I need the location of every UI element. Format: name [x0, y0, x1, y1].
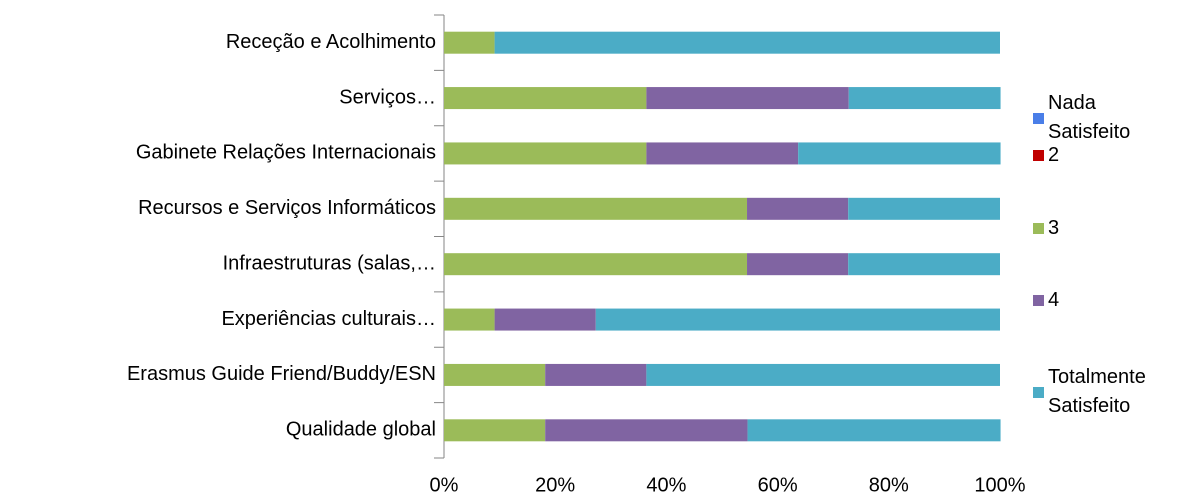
category-label: Receção e Acolhimento — [226, 31, 436, 53]
bar-segment — [595, 308, 1000, 331]
bar-segment — [545, 419, 748, 442]
legend-swatch — [1033, 294, 1044, 306]
category-label: Infraestruturas (salas,… — [223, 252, 436, 274]
x-tick-label: 0% — [430, 474, 459, 496]
legend-label: 2 — [1048, 143, 1060, 166]
bar-segment — [646, 87, 849, 110]
bar-segment — [747, 253, 849, 276]
bar-segment — [747, 419, 1001, 442]
legend-swatch — [1033, 386, 1044, 398]
legend-swatch — [1033, 112, 1044, 124]
category-label: Serviços… — [339, 86, 436, 108]
bar-segment — [444, 31, 495, 54]
legend-label: Totalmente Satisfeito — [1048, 366, 1146, 417]
legend-swatch — [1033, 149, 1044, 161]
bar-segment — [798, 142, 1001, 165]
bar-segment — [494, 308, 596, 331]
bar-segment — [444, 142, 647, 165]
legend-entry: Totalmente Satisfeito — [1033, 363, 1183, 421]
bar-segment — [646, 142, 799, 165]
x-tick-label: 20% — [535, 474, 575, 496]
bar-segment — [848, 197, 1000, 220]
bar-segment — [646, 363, 1000, 386]
bar-segment — [545, 363, 647, 386]
bar-segment — [444, 87, 647, 110]
x-tick-label: 80% — [869, 474, 909, 496]
bar-segment — [848, 253, 1000, 276]
x-tick-label: 100% — [974, 474, 1025, 496]
legend-entry: Nada Satisfeito — [1033, 89, 1183, 147]
x-tick-label: 60% — [758, 474, 798, 496]
legend-label: 4 — [1048, 288, 1060, 311]
legend-entry: 3 — [1033, 214, 1183, 243]
bar-segment — [444, 197, 748, 220]
bar-segment — [444, 308, 495, 331]
legend-label: Nada Satisfeito — [1048, 92, 1131, 143]
legend-swatch — [1033, 222, 1044, 234]
category-label: Gabinete Relações Internacionais — [136, 142, 436, 164]
legend-entry: 2 — [1033, 141, 1183, 170]
category-label: Recursos e Serviços Informáticos — [138, 197, 436, 219]
bar-segment — [848, 87, 1001, 110]
x-tick-label: 40% — [646, 474, 686, 496]
legend-entry: 4 — [1033, 286, 1183, 315]
legend-label: 3 — [1048, 216, 1060, 239]
category-label: Qualidade global — [286, 419, 436, 441]
category-label: Erasmus Guide Friend/Buddy/ESN — [127, 363, 436, 385]
bar-segment — [747, 197, 849, 220]
bar-segment — [444, 419, 546, 442]
category-label: Experiências culturais… — [221, 308, 436, 330]
bar-segment — [494, 31, 1000, 54]
bar-segment — [444, 363, 546, 386]
bar-segment — [444, 253, 748, 276]
